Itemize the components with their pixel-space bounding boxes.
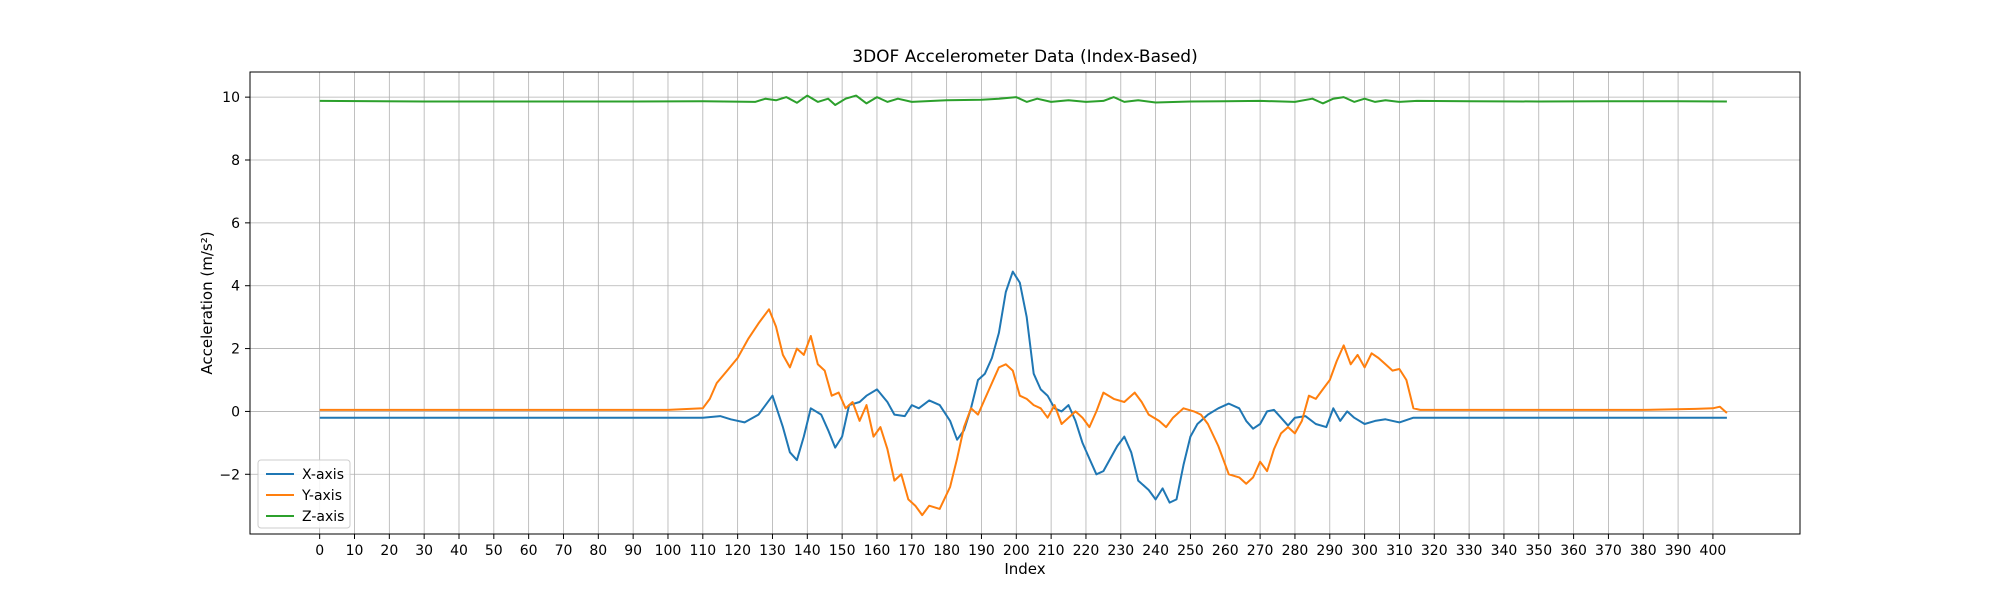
y-tick-label: −2 — [219, 467, 240, 483]
x-axis-title: Index — [1004, 560, 1045, 578]
series-lines — [319, 94, 1728, 517]
x-tick-label: 360 — [1560, 543, 1587, 559]
x-tick-label: 320 — [1421, 543, 1448, 559]
x-tick-label: 140 — [794, 543, 821, 559]
y-axis-title: Acceleration (m/s²) — [198, 231, 216, 374]
plot-frame — [249, 71, 1801, 535]
x-tick-label: 100 — [655, 543, 682, 559]
x-tick-label: 170 — [898, 543, 925, 559]
x-tick-label: 130 — [759, 543, 786, 559]
x-tick-label: 350 — [1525, 543, 1552, 559]
x-tick-label: 150 — [829, 543, 856, 559]
series-line-z-axis — [319, 94, 1727, 106]
series-line-x-axis — [319, 270, 1727, 504]
x-tick-label: 0 — [315, 543, 324, 559]
x-tick-label: 40 — [450, 543, 468, 559]
x-tick-label: 190 — [968, 543, 995, 559]
legend-box — [257, 459, 351, 529]
x-tick-label: 230 — [1107, 543, 1134, 559]
legend-label: Y-axis — [301, 488, 342, 504]
legend-label: Z-axis — [302, 509, 344, 525]
x-tick-label: 270 — [1247, 543, 1274, 559]
x-tick-label: 60 — [520, 543, 538, 559]
axis-ticks: 0 10 20 30 40 50 60 70 80 90 100 110 120 130 140 150 160… — [219, 90, 1726, 559]
x-tick-label: 340 — [1491, 543, 1518, 559]
x-tick-label: 220 — [1073, 543, 1100, 559]
legend-label: X-axis — [302, 467, 344, 483]
x-tick-label: 210 — [1038, 543, 1065, 559]
x-tick-label: 50 — [485, 543, 503, 559]
x-tick-label: 10 — [346, 543, 364, 559]
x-tick-label: 200 — [1003, 543, 1030, 559]
x-tick-label: 110 — [689, 543, 716, 559]
x-tick-label: 390 — [1665, 543, 1692, 559]
y-tick-label: 6 — [231, 216, 240, 232]
y-tick-label: 10 — [222, 90, 240, 106]
x-tick-label: 80 — [589, 543, 607, 559]
x-tick-label: 260 — [1212, 543, 1239, 559]
x-tick-label: 310 — [1386, 543, 1413, 559]
x-tick-label: 300 — [1351, 543, 1378, 559]
x-tick-label: 380 — [1630, 543, 1657, 559]
x-tick-label: 120 — [724, 543, 751, 559]
grid — [250, 72, 1800, 534]
y-tick-label: 8 — [231, 153, 240, 169]
y-tick-label: 4 — [231, 279, 240, 295]
legend: X-axis Y-axis Z-axis — [257, 459, 351, 529]
y-tick-label: 2 — [231, 342, 240, 358]
x-tick-label: 240 — [1142, 543, 1169, 559]
x-tick-label: 70 — [555, 543, 573, 559]
series-line-y-axis — [319, 308, 1728, 517]
x-tick-label: 280 — [1282, 543, 1309, 559]
x-tick-label: 330 — [1456, 543, 1483, 559]
x-tick-label: 160 — [864, 543, 891, 559]
y-tick-label: 0 — [231, 404, 240, 420]
x-tick-label: 20 — [380, 543, 398, 559]
x-tick-label: 290 — [1316, 543, 1343, 559]
x-tick-label: 30 — [415, 543, 433, 559]
x-tick-label: 370 — [1595, 543, 1622, 559]
x-tick-label: 250 — [1177, 543, 1204, 559]
x-tick-label: 180 — [933, 543, 960, 559]
x-tick-label: 400 — [1700, 543, 1727, 559]
x-tick-label: 90 — [624, 543, 642, 559]
chart-title: 3DOF Accelerometer Data (Index-Based) — [852, 47, 1197, 67]
